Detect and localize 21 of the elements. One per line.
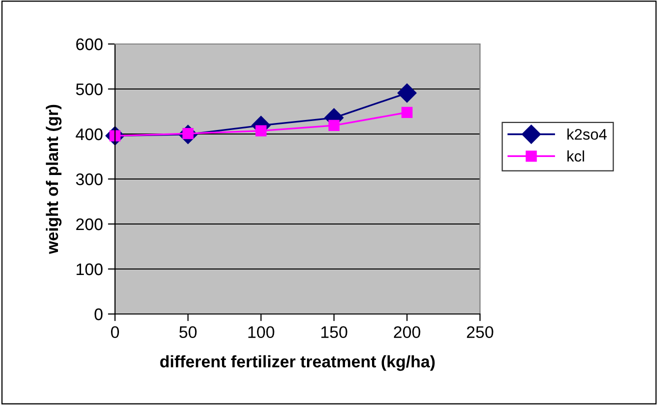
x-tick-label: 0	[111, 326, 119, 338]
x-tick-label: 50	[179, 326, 197, 338]
y-tick-label: 200	[76, 218, 103, 230]
x-tick-label: 250	[466, 326, 494, 338]
point	[397, 84, 417, 103]
x-axis-title: different fertilizer treatment (kg/ha)	[160, 355, 435, 371]
y-tick-label: 500	[76, 83, 103, 96]
x-tick-label: 200	[394, 326, 420, 338]
point	[255, 125, 267, 136]
x-tick-label: 150	[321, 326, 348, 338]
y-tick-label: 100	[76, 263, 103, 276]
y-tick-label: 400	[76, 128, 103, 140]
y-tick-label: 300	[76, 173, 103, 186]
y-axis-title: weight of plant (gr)	[46, 104, 62, 254]
point	[401, 106, 413, 118]
y-tick-label: 600	[76, 38, 103, 50]
x-tick-label: 100	[248, 326, 274, 338]
legend-label: kcl	[567, 150, 584, 162]
legend-label: k2so4	[567, 128, 607, 140]
point	[328, 120, 340, 132]
y-tick-label: 0	[94, 308, 103, 320]
